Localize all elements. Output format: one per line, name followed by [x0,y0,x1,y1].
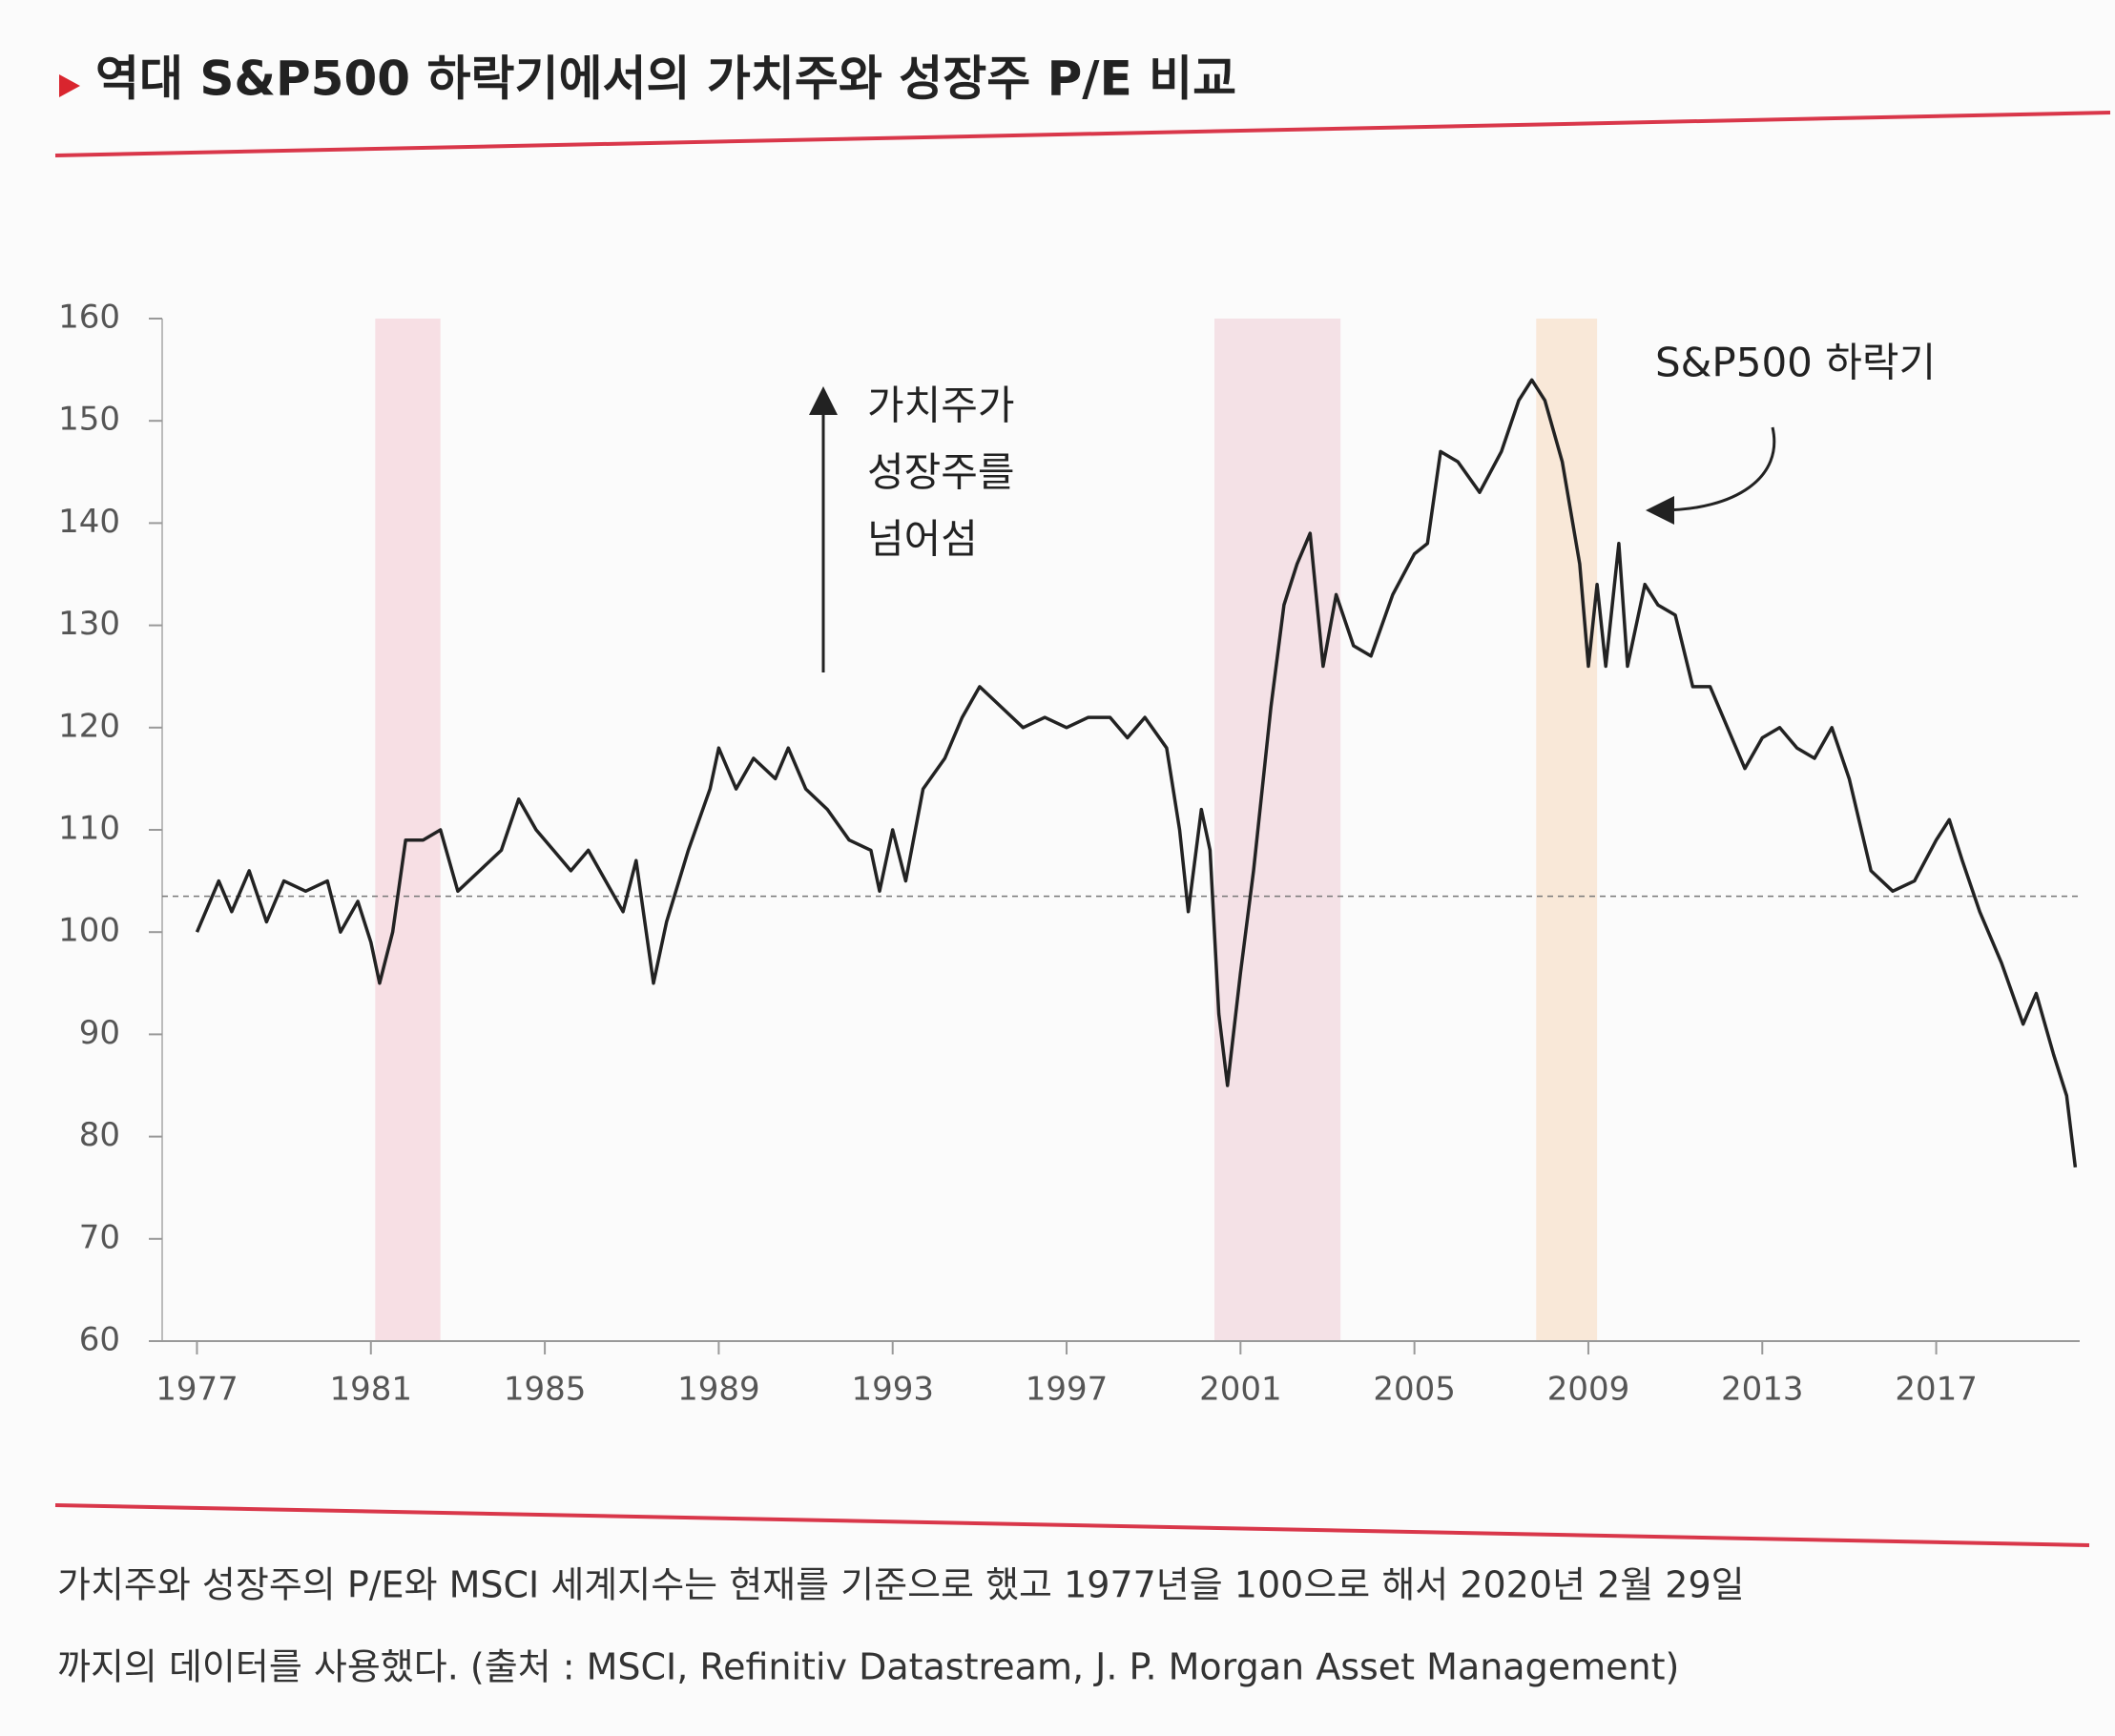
series-line [195,378,2078,1168]
x-tick-label: 1985 [504,1371,587,1409]
y-tick-label: 120 [58,707,120,745]
title-marker [59,74,80,97]
x-tick-label: 2005 [1373,1371,1456,1409]
x-tick-label: 1993 [851,1371,934,1409]
chart-title: 역대 S&P500 하락기에서의 가치주와 성장주 P/E 비교 [95,52,1236,107]
shade-label: S&P500 하락기 [1655,340,1936,386]
x-tick-label: 2009 [1547,1371,1630,1409]
y-tick-label: 150 [58,401,120,439]
y-tick-label: 80 [79,1116,120,1154]
shade-arrow [1646,426,1776,525]
footnote: 까지의 데이터를 사용했다. (출처 : MSCI, Refinitiv Dat… [57,1646,1679,1688]
annotation: 가치주가 [867,382,1015,429]
annotation: 넘어섬 [867,516,978,563]
shaded-period [1536,319,1598,1341]
y-tick-label: 140 [58,503,120,541]
x-tick-label: 2013 [1721,1371,1804,1409]
top-rule [54,111,2111,157]
x-tick-label: 1981 [330,1371,413,1409]
x-tick-label: 1997 [1026,1371,1109,1409]
y-tick-label: 130 [58,605,120,643]
y-tick-label: 60 [79,1321,120,1359]
x-tick-label: 2017 [1895,1371,1978,1409]
bottom-rule [54,1503,2090,1547]
y-tick-label: 110 [58,810,120,848]
y-tick-label: 90 [79,1014,120,1052]
x-tick-label: 1989 [677,1371,760,1409]
shaded-period [1213,319,1341,1341]
y-tick-label: 160 [58,299,120,337]
y-tick-label: 70 [79,1218,120,1256]
footnote: 가치주와 성장주의 P/E와 MSCI 세계지수는 현재를 기준으로 했고 19… [57,1564,1745,1606]
x-tick-label: 1977 [156,1371,238,1409]
x-tick-label: 2001 [1199,1371,1282,1409]
y-tick-label: 100 [58,912,120,950]
plot-area: 60 70 80 90 100 110 120 130 140 150 160 1977 1981 198… [58,299,2080,1409]
shaded-period [375,319,441,1341]
annotation: 성장주를 [867,449,1015,496]
